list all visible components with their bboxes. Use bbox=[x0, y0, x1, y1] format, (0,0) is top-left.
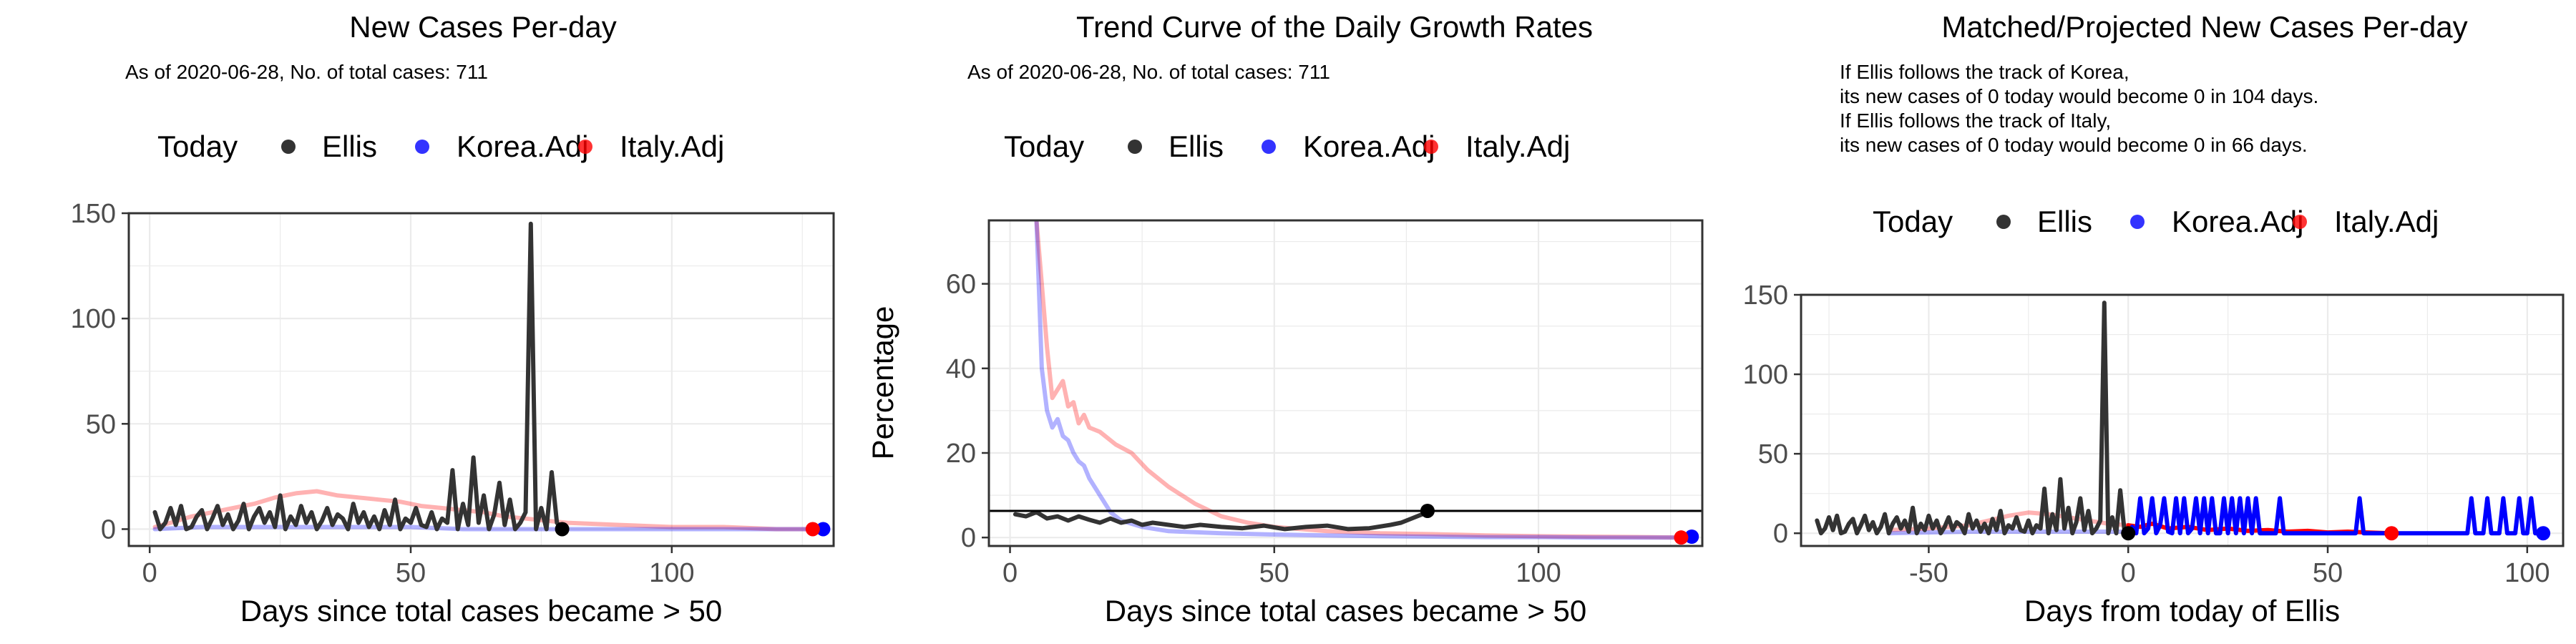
today-point-korea-adj bbox=[2536, 526, 2551, 541]
x-tick-label: 50 bbox=[396, 558, 426, 588]
x-tick-label: 0 bbox=[142, 558, 157, 588]
series-group bbox=[1815, 301, 2546, 536]
legend-marker-korea-adj bbox=[415, 140, 429, 154]
y-tick-label: 100 bbox=[1743, 360, 1788, 390]
today-point-ellis bbox=[2121, 526, 2136, 541]
chart-subtitle-line: its new cases of 0 today would become 0 … bbox=[1840, 134, 2308, 156]
x-tick-label: 100 bbox=[649, 558, 694, 588]
series-line-korea-adj-past bbox=[1886, 530, 2131, 536]
series-line-korea-adj bbox=[1034, 220, 1694, 540]
chart-title: Trend Curve of the Daily Growth Rates bbox=[1076, 10, 1593, 44]
today-point-ellis bbox=[1420, 503, 1435, 518]
x-tick-label: 100 bbox=[1516, 558, 1561, 588]
chart-panel-3: Matched/Projected New Cases Per-day If El… bbox=[1743, 10, 2565, 628]
legend-label-italy-adj: Italy.Adj bbox=[620, 130, 724, 163]
x-tick-label: -50 bbox=[1909, 558, 1948, 588]
y-tick-label: 100 bbox=[71, 304, 116, 334]
y-axis-label: Percentage bbox=[866, 306, 899, 460]
legend-label-ellis: Ellis bbox=[1169, 130, 1224, 163]
legend: Today Ellis Korea.Adj Italy.Adj bbox=[1004, 130, 1570, 163]
legend-marker-italy-adj bbox=[2293, 215, 2307, 229]
chart-subtitle-line: If Ellis follows the track of Korea, bbox=[1840, 61, 2129, 83]
legend-title: Today bbox=[157, 130, 238, 163]
x-tick-label: 100 bbox=[2504, 558, 2550, 588]
legend-marker-korea-adj bbox=[2130, 215, 2145, 229]
today-point-italy-adj bbox=[1674, 530, 1689, 545]
chart-subtitle: As of 2020-06-28, No. of total cases: 71… bbox=[125, 61, 488, 83]
x-tick-label: 50 bbox=[2313, 558, 2343, 588]
series-line-ellis bbox=[1815, 301, 2131, 536]
chart-title: Matched/Projected New Cases Per-day bbox=[1941, 10, 2467, 44]
series-line-ellis bbox=[152, 221, 565, 532]
chart-title: New Cases Per-day bbox=[349, 10, 616, 44]
legend-marker-italy-adj bbox=[1424, 140, 1438, 154]
chart-panel-1: New Cases Per-day As of 2020-06-28, No. o… bbox=[71, 10, 835, 628]
chart-panel-2: Trend Curve of the Daily Growth Rates As … bbox=[866, 10, 1704, 628]
chart-subtitle: As of 2020-06-28, No. of total cases: 71… bbox=[967, 61, 1330, 83]
legend-marker-ellis bbox=[281, 140, 296, 154]
x-axis-label: Days since total cases became > 50 bbox=[240, 594, 723, 628]
legend-title: Today bbox=[1873, 205, 1953, 238]
today-point-korea-adj bbox=[816, 522, 831, 537]
legend-label-korea-adj: Korea.Adj bbox=[457, 130, 588, 163]
today-point-italy-adj bbox=[805, 522, 820, 537]
series-group bbox=[152, 221, 826, 532]
y-tick-label: 50 bbox=[1758, 439, 1788, 469]
today-point-italy-adj bbox=[2384, 526, 2399, 541]
today-point-ellis bbox=[555, 522, 570, 537]
legend: Today Ellis Korea.Adj Italy.Adj bbox=[157, 130, 724, 163]
y-tick-label: 60 bbox=[946, 270, 976, 300]
y-tick-label: 40 bbox=[946, 354, 976, 384]
x-axis-label: Days since total cases became > 50 bbox=[1105, 594, 1587, 628]
today-point-korea-adj bbox=[1684, 530, 1699, 544]
y-tick-label: 0 bbox=[101, 514, 116, 545]
legend-marker-korea-adj bbox=[1262, 140, 1276, 154]
series-group bbox=[1013, 220, 1694, 540]
legend-label-ellis: Ellis bbox=[2037, 205, 2092, 238]
y-tick-label: 0 bbox=[1773, 519, 1788, 549]
gridlines bbox=[989, 220, 1702, 546]
legend-marker-ellis bbox=[1996, 215, 2011, 229]
chart-subtitle-line: If Ellis follows the track of Italy, bbox=[1840, 109, 2111, 132]
legend-title: Today bbox=[1004, 130, 1084, 163]
legend-label-italy-adj: Italy.Adj bbox=[1465, 130, 1570, 163]
x-tick-label: 0 bbox=[2121, 558, 2136, 588]
plot-border bbox=[987, 219, 1704, 547]
x-tick-label: 50 bbox=[1259, 558, 1289, 588]
x-tick-label: 0 bbox=[1002, 558, 1018, 588]
series-line-korea-adj bbox=[2126, 496, 2546, 536]
y-tick-label: 150 bbox=[1743, 280, 1788, 311]
chart-subtitle-line: its new cases of 0 today would become 0 … bbox=[1840, 85, 2318, 107]
y-tick-label: 20 bbox=[946, 439, 976, 469]
legend-label-ellis: Ellis bbox=[322, 130, 377, 163]
legend-label-korea-adj: Korea.Adj bbox=[2172, 205, 2303, 238]
series-line-italy-adj bbox=[1034, 220, 1684, 540]
series-line-italy-adj bbox=[152, 489, 815, 532]
series-line-ellis bbox=[1013, 509, 1430, 532]
legend-label-korea-adj: Korea.Adj bbox=[1303, 130, 1435, 163]
x-axis-label: Days from today of Ellis bbox=[2024, 594, 2340, 628]
y-tick-label: 50 bbox=[86, 409, 116, 439]
y-tick-label: 150 bbox=[71, 199, 116, 229]
plot-border bbox=[127, 212, 835, 547]
y-tick-label: 0 bbox=[961, 523, 976, 553]
legend-label-italy-adj: Italy.Adj bbox=[2334, 205, 2439, 238]
legend: Today Ellis Korea.Adj Italy.Adj bbox=[1873, 205, 2439, 238]
legend-marker-italy-adj bbox=[578, 140, 592, 154]
plot-border bbox=[1800, 293, 2565, 547]
gridlines bbox=[129, 212, 834, 546]
legend-marker-ellis bbox=[1128, 140, 1142, 154]
